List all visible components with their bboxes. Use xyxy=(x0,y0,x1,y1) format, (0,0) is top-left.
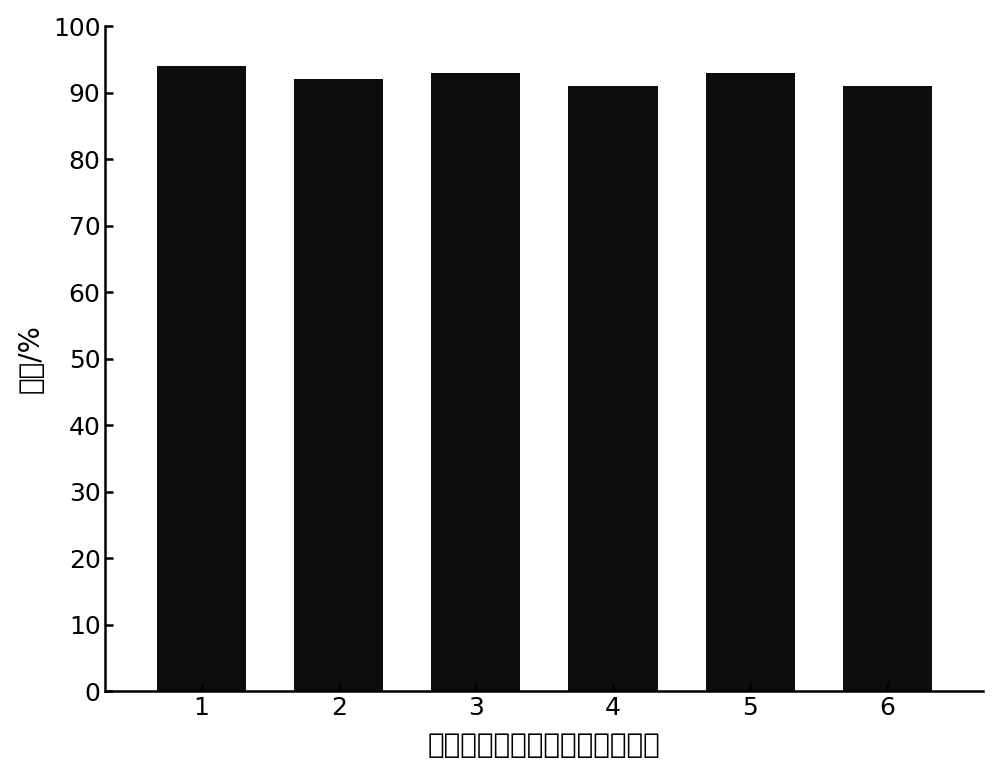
Bar xyxy=(431,73,520,691)
Bar xyxy=(843,86,932,691)
Y-axis label: 产率/%: 产率/% xyxy=(17,324,45,393)
X-axis label: 高酸度离子液体催化剂使用次数: 高酸度离子液体催化剂使用次数 xyxy=(428,731,661,760)
Bar xyxy=(568,86,658,691)
Bar xyxy=(706,73,795,691)
Bar xyxy=(294,79,383,691)
Bar xyxy=(157,66,246,691)
